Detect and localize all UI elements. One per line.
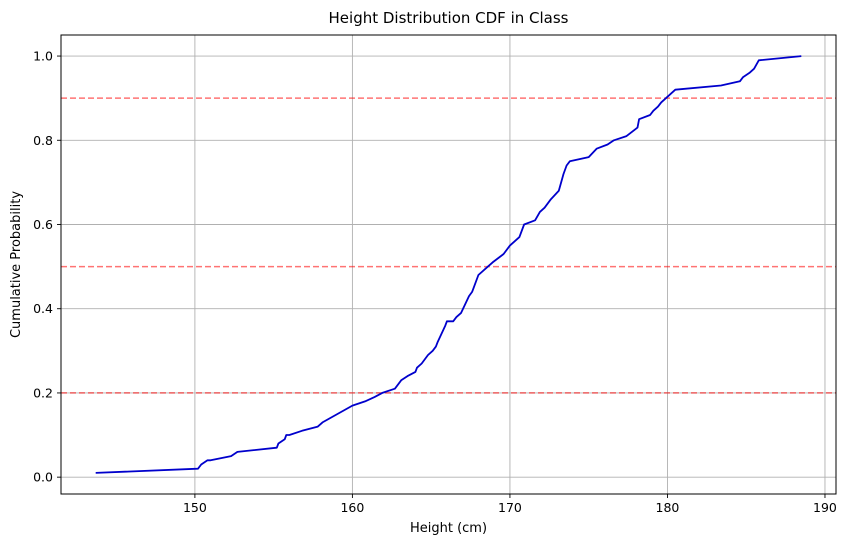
- y-axis-label: Cumulative Probability: [9, 191, 24, 338]
- x-tick-label: 160: [340, 500, 364, 515]
- y-tick-label: 0.4: [33, 301, 53, 316]
- x-axis-label: Height (cm): [410, 521, 487, 536]
- y-tick-label: 0.2: [33, 385, 53, 400]
- plot-frame: [60, 34, 837, 495]
- cdf-series-line: [95, 55, 802, 474]
- y-tick-label: 0.0: [33, 470, 53, 485]
- y-axis-ticks: 0.0 0.2 0.4 0.6 0.8 1.0: [33, 49, 61, 485]
- x-tick-label: 150: [183, 500, 207, 515]
- y-tick-label: 0.8: [33, 133, 53, 148]
- x-tick-label: 170: [498, 500, 522, 515]
- chart-title: Height Distribution CDF in Class: [329, 9, 569, 27]
- x-tick-label: 180: [656, 500, 680, 515]
- x-gridlines: [194, 35, 826, 494]
- x-tick-label: 190: [813, 500, 837, 515]
- y-tick-label: 0.6: [33, 217, 53, 232]
- y-tick-label: 1.0: [33, 49, 53, 64]
- x-axis-ticks: 150 160 170 180 190: [183, 494, 837, 515]
- reference-lines: [61, 97, 836, 394]
